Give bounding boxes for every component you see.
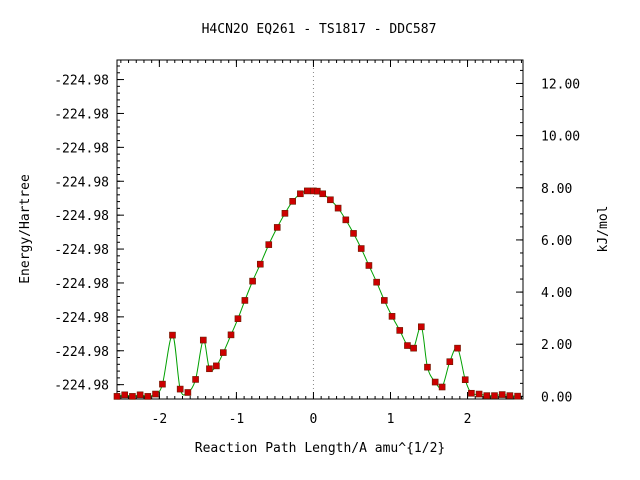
x-tick-label: 1 <box>387 412 395 427</box>
right-tick-label: 8.00 <box>541 182 572 197</box>
data-point <box>152 390 159 398</box>
data-point <box>303 187 311 195</box>
data-point <box>144 393 152 400</box>
data-point <box>289 198 296 205</box>
data-point <box>169 331 176 339</box>
data-point <box>514 392 521 400</box>
left-tick-label: -224.98 <box>54 209 109 224</box>
left-axis-ticks: -224.98 -224.98 -224.98 -224.98 -224.98 -224.… <box>54 65 124 399</box>
data-point <box>431 378 439 386</box>
plot-frame <box>116 59 524 400</box>
data-point <box>327 196 334 204</box>
left-tick-label: -224.98 <box>54 175 109 190</box>
y-axis-label-right: kJ/mol <box>596 206 611 253</box>
data-point <box>220 349 227 356</box>
left-tick-label: -224.98 <box>54 311 109 326</box>
data-point <box>498 391 506 398</box>
data-point <box>176 385 184 393</box>
data-point <box>461 376 469 384</box>
data-point <box>184 389 192 396</box>
right-tick-label: 2.00 <box>541 338 572 353</box>
data-point <box>388 313 396 320</box>
data-point <box>410 344 417 352</box>
data-point <box>506 392 514 399</box>
x-axis-ticks: -2 -1 0 1 2 <box>120 60 522 427</box>
right-tick-label: 10.00 <box>541 130 580 145</box>
left-tick-label: -224.98 <box>54 379 109 394</box>
data-point <box>319 190 326 198</box>
data-point <box>199 336 207 344</box>
data-point <box>281 210 289 217</box>
data-point <box>468 389 475 397</box>
data-point <box>454 344 461 352</box>
data-point <box>234 315 242 322</box>
data-point <box>418 323 425 331</box>
x-tick-label: -1 <box>229 412 245 427</box>
data-point <box>491 392 498 399</box>
left-tick-label: -224.98 <box>54 277 109 292</box>
series-line <box>116 190 518 397</box>
data-point <box>227 331 235 339</box>
data-point <box>357 245 365 252</box>
data-point <box>241 297 249 304</box>
data-point <box>265 241 273 248</box>
data-point <box>334 204 342 212</box>
data-point <box>404 342 411 349</box>
data-point <box>424 363 431 371</box>
left-tick-label: -224.98 <box>54 345 109 360</box>
right-tick-label: 0.00 <box>541 390 572 405</box>
data-point <box>373 278 380 286</box>
data-point <box>113 393 121 400</box>
x-tick-label: 0 <box>310 412 318 427</box>
data-point <box>121 391 129 399</box>
data-point <box>475 390 483 398</box>
data-point <box>206 365 213 373</box>
x-tick-label: -2 <box>152 412 168 427</box>
data-point <box>381 297 388 304</box>
data-point <box>342 216 350 224</box>
left-tick-label: -224.98 <box>54 243 109 258</box>
data-point <box>136 391 144 399</box>
data-point <box>446 358 454 366</box>
left-tick-label: -224.98 <box>54 74 109 89</box>
data-point <box>350 230 357 237</box>
data-point <box>159 380 166 388</box>
data-point <box>438 383 446 391</box>
right-tick-label: 4.00 <box>541 286 572 301</box>
data-point <box>129 393 136 400</box>
left-tick-label: -224.98 <box>54 107 109 122</box>
data-point <box>249 277 256 285</box>
x-tick-label: 2 <box>464 412 472 427</box>
right-tick-label: 12.00 <box>541 77 580 92</box>
data-point <box>483 392 491 399</box>
data-point <box>396 327 404 334</box>
right-axis-ticks: 0.00 2.00 4.00 6.00 8.00 10.00 12.00 <box>516 69 580 405</box>
right-tick-label: 6.00 <box>541 234 572 249</box>
chart-title: H4CN2O EQ261 - TS1817 - DDC587 <box>202 22 437 37</box>
x-axis-label: Reaction Path Length/A amu^{1/2} <box>195 441 445 456</box>
data-point <box>192 376 199 383</box>
left-tick-label: -224.98 <box>54 141 109 156</box>
data-point <box>365 262 373 269</box>
data-point <box>213 362 220 370</box>
data-point <box>273 224 281 231</box>
series-group <box>113 187 521 400</box>
y-axis-label-left: Energy/Hartree <box>18 174 33 284</box>
data-point <box>256 260 264 268</box>
data-point <box>297 190 304 198</box>
